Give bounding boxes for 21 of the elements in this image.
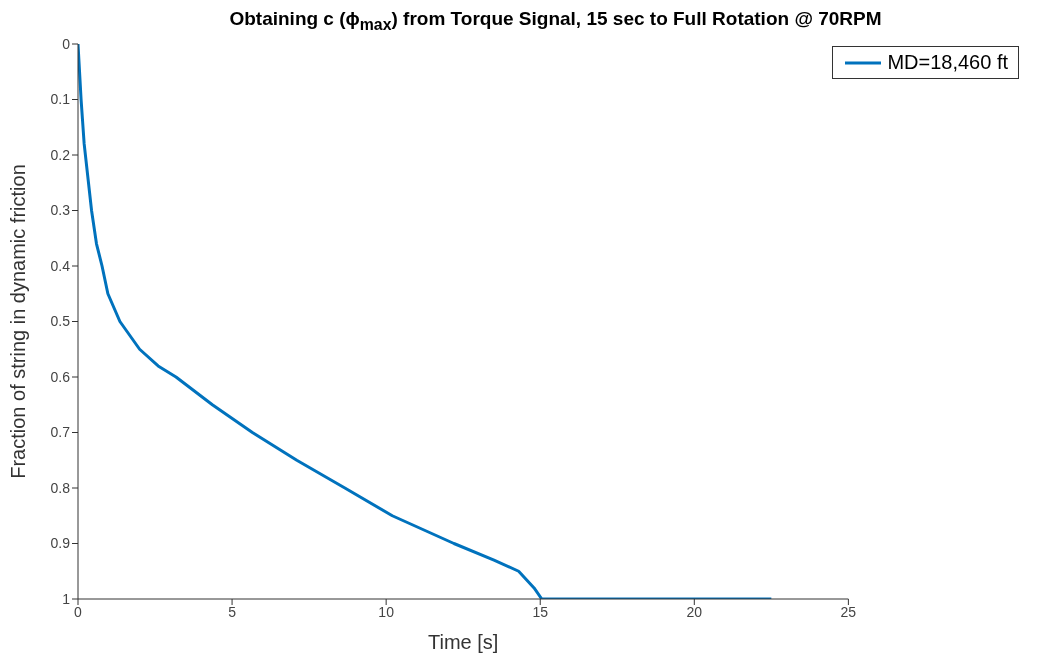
y-tick-label: 0.8 bbox=[50, 479, 71, 496]
y-tick-label: 0.7 bbox=[50, 424, 71, 441]
x-tick-label: 20 bbox=[686, 603, 703, 620]
x-axis-title: Time [s] bbox=[428, 631, 499, 653]
y-tick-label: 0.9 bbox=[50, 535, 71, 552]
chart-title: Obtaining c (ϕ$_{max}$) from Torque Signal, 15 sec to Full Rotation @ 70RPM bbox=[228, 8, 883, 34]
legend-label: MD=18,460 ft bbox=[887, 51, 1008, 74]
y-tick-label: 0.6 bbox=[50, 368, 71, 385]
x-tick-label: 25 bbox=[840, 603, 857, 620]
y-tick-label: 0.1 bbox=[50, 91, 71, 108]
x-tick-label: 10 bbox=[378, 603, 395, 620]
y-tick-label: 0.4 bbox=[50, 257, 71, 274]
y-tick-label: 0.2 bbox=[50, 146, 71, 163]
y-tick-label: 1 bbox=[62, 590, 71, 607]
y-axis-title: Fraction of string in dynamic friction bbox=[7, 164, 30, 479]
x-tick-label: 5 bbox=[228, 603, 237, 620]
x-tick-label: 15 bbox=[532, 603, 549, 620]
y-tick-label: 0.5 bbox=[50, 313, 71, 330]
y-tick-label: 0 bbox=[62, 35, 71, 52]
x-tick-label: 0 bbox=[74, 603, 83, 620]
y-tick-label: 0.3 bbox=[50, 202, 71, 219]
